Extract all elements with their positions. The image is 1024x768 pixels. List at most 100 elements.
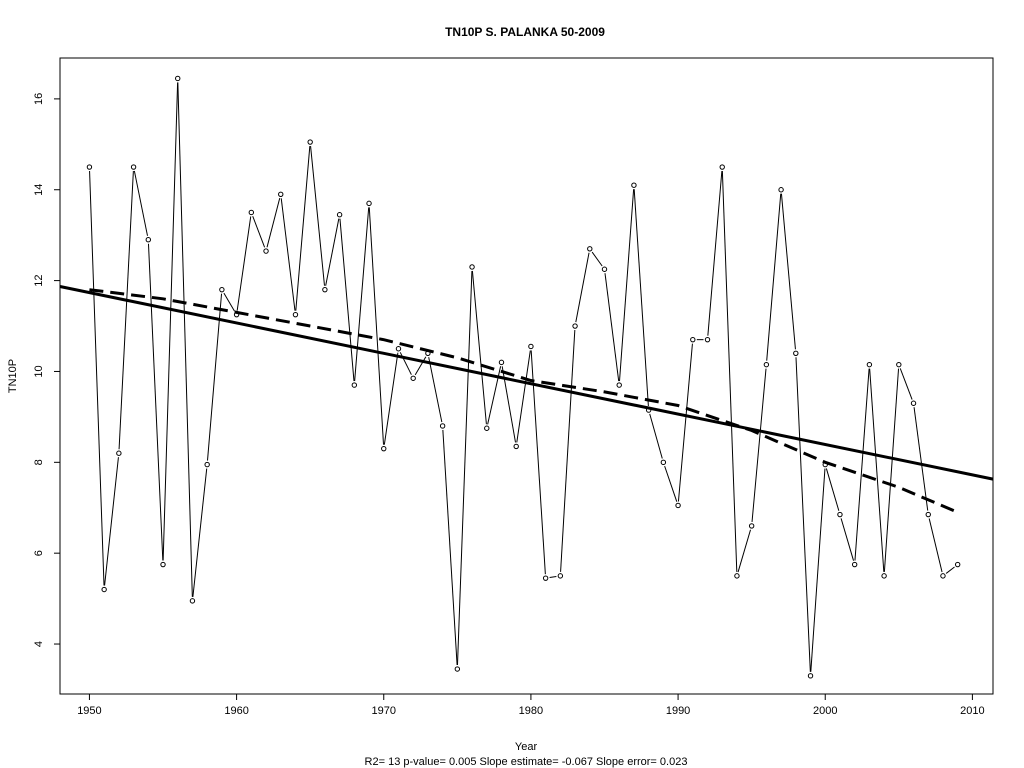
data-point — [248, 209, 255, 216]
series-segment — [456, 270, 473, 666]
y-tick-label: 14 — [33, 184, 45, 196]
series-segment — [751, 368, 767, 522]
series-segment — [133, 170, 148, 236]
data-point — [219, 286, 225, 293]
data-point — [660, 459, 667, 466]
data-point — [116, 450, 122, 456]
data-point — [572, 323, 578, 329]
data-point — [278, 191, 284, 197]
series-segment — [516, 350, 531, 443]
series-segment — [869, 368, 885, 572]
data-point — [439, 423, 446, 429]
y-tick-label: 8 — [33, 459, 45, 465]
x-tick-label: 1970 — [372, 705, 396, 717]
x-tick-label: 2000 — [813, 705, 837, 717]
series-segment — [236, 216, 252, 311]
series-segment — [118, 170, 134, 450]
series-segment — [619, 189, 635, 382]
data-point — [145, 237, 151, 243]
data-point — [498, 359, 505, 366]
series-segment — [664, 465, 678, 502]
trend-layer — [59, 285, 994, 514]
series-segment — [883, 368, 900, 572]
data-point — [763, 361, 770, 368]
data-point — [881, 573, 887, 579]
series-segment — [383, 352, 399, 445]
series-segment — [604, 273, 620, 382]
y-tick-label: 12 — [33, 274, 45, 286]
series-segment — [707, 170, 723, 336]
x-axis: 1950 1960 1970 1980 1990 2000 2010 — [77, 694, 985, 717]
data-point — [101, 586, 107, 593]
series-segment — [354, 207, 370, 382]
data-point — [86, 164, 93, 170]
series-segment — [766, 193, 782, 361]
data-point — [366, 200, 372, 207]
series-segment — [677, 343, 693, 502]
series-segment — [104, 457, 119, 586]
series-segment — [266, 198, 281, 248]
series-segment — [780, 193, 796, 350]
smoothed-trend-line — [89, 288, 959, 514]
data-point — [130, 164, 137, 170]
data-point — [484, 425, 490, 431]
data-point — [542, 575, 549, 581]
linear-trend-line — [59, 285, 994, 481]
data-point — [748, 523, 755, 529]
data-point — [675, 502, 681, 509]
data-point — [307, 139, 313, 145]
plot-area-frame — [59, 57, 994, 695]
data-point — [336, 212, 343, 218]
y-axis: 4 6 8 10 12 14 16 — [33, 93, 60, 647]
data-point — [292, 311, 299, 318]
series-segment — [310, 145, 325, 286]
data-point — [410, 375, 416, 381]
data-point — [719, 164, 725, 170]
series-segment — [177, 82, 193, 597]
data-point — [160, 561, 166, 568]
y-tick-label: 10 — [33, 365, 45, 377]
series-segment — [206, 293, 223, 461]
series-segment — [471, 270, 487, 425]
data-point — [351, 382, 358, 388]
chart-subtitle: R2= 13 p-value= 0.005 Slope estimate= -0… — [365, 756, 688, 768]
series-segment — [414, 356, 427, 376]
data-point — [910, 400, 917, 406]
series-segment — [442, 429, 458, 666]
data-point — [616, 382, 622, 388]
series-segment — [162, 82, 179, 561]
data-point — [807, 673, 814, 679]
series-segment — [549, 576, 557, 579]
data-point — [925, 511, 931, 518]
y-axis-label: TN10P — [7, 359, 19, 393]
series-segment — [737, 529, 752, 573]
data-point — [793, 350, 799, 356]
series-segment — [899, 368, 913, 400]
series-segment — [280, 198, 296, 311]
series-layer — [86, 75, 961, 679]
data-point — [601, 266, 608, 272]
series-segment — [721, 171, 738, 572]
y-tick-label: 6 — [33, 550, 45, 556]
series-segment — [575, 252, 590, 323]
chart-title: TN10P S. PALANKA 50-2009 — [445, 25, 605, 39]
x-tick-label: 1950 — [77, 705, 101, 717]
series-segment — [795, 357, 811, 672]
data-point — [454, 666, 461, 672]
series-segment — [325, 218, 340, 286]
data-point — [866, 361, 873, 368]
series-segment — [368, 207, 385, 445]
y-tick-label: 16 — [33, 93, 45, 105]
x-axis-label: Year — [515, 741, 538, 753]
series-segment — [295, 145, 311, 311]
x-tick-label: 1980 — [519, 705, 543, 717]
series-segment — [854, 368, 870, 561]
series-segment — [428, 357, 443, 423]
series-segment — [825, 468, 840, 511]
series-segment — [633, 189, 649, 407]
data-point — [204, 461, 210, 468]
data-point — [896, 361, 902, 368]
series-segment — [928, 518, 943, 573]
data-point — [837, 511, 843, 518]
